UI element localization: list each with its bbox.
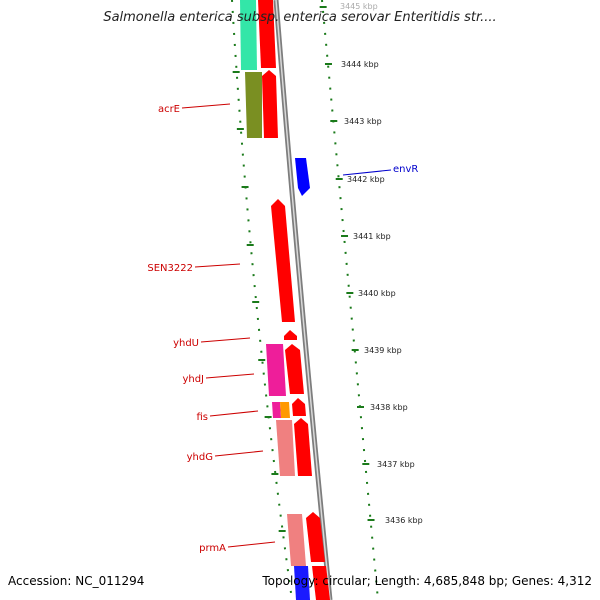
gene-labels: acrE envR SEN3222 yhdU yhdJ fis yhdG prm…: [147, 104, 418, 554]
label-prmA: prmA: [199, 543, 226, 554]
gene-arrow-yhdG: [294, 418, 312, 476]
feature-blue-bottom: [294, 566, 310, 600]
gene-arrow-yhdU: [284, 330, 297, 340]
feature-acrE-cog: [245, 72, 262, 138]
label-envR: envR: [393, 164, 418, 175]
gene-arrow-top: [258, 0, 276, 68]
reverse-features: [240, 0, 310, 600]
connector-yhdJ: [205, 373, 255, 379]
gene-arrow-fis: [292, 398, 306, 416]
connector-yhdU: [200, 337, 251, 343]
connector-prmA: [227, 541, 276, 548]
scale-label-3437: 3437 kbp: [377, 460, 415, 469]
label-yhdJ: yhdJ: [182, 374, 204, 385]
scale-label-3445: 3445 kbp: [340, 2, 378, 11]
scale-label-3442: 3442 kbp: [347, 175, 385, 184]
connector-fis: [209, 410, 259, 417]
label-yhdG: yhdG: [187, 452, 213, 463]
organism-title: Salmonella enterica subsp. enterica sero…: [103, 10, 497, 25]
label-fis: fis: [196, 412, 208, 423]
gene-arrow-acrE: [262, 70, 278, 138]
genome-summary: Topology: circular; Length: 4,685,848 bp…: [262, 574, 592, 588]
connector-SEN3222: [194, 263, 241, 268]
connector-acrE: [181, 103, 231, 109]
feature-fis-cog-1: [272, 402, 281, 418]
accession-text: Accession: NC_011294: [8, 574, 145, 588]
forward-features: [258, 0, 330, 600]
connector-yhdG: [214, 450, 264, 457]
label-connectors: [181, 103, 392, 548]
outer-tick-ring: [321, 0, 379, 600]
label-acrE: acrE: [158, 104, 180, 115]
scale-label-3440: 3440 kbp: [358, 289, 396, 298]
major-ticks: [232, 6, 375, 532]
backbone-highlight: [275, 0, 331, 600]
inner-tick-ring: [231, 0, 293, 600]
scale-label-3441: 3441 kbp: [353, 232, 391, 241]
gene-arrow-SEN3222: [271, 199, 295, 322]
scale-labels: 3445 kbp 3444 kbp 3443 kbp 3442 kbp 3441…: [340, 2, 423, 525]
gene-arrow-yhdJ: [285, 344, 304, 394]
scale-label-3439: 3439 kbp: [364, 346, 402, 355]
gene-arrow-bottom: [312, 566, 330, 600]
gene-arrow-envR: [295, 158, 310, 196]
feature-teal: [240, 0, 257, 70]
scale-label-3436: 3436 kbp: [385, 516, 423, 525]
connector-envR: [342, 169, 392, 176]
label-SEN3222: SEN3222: [147, 263, 193, 274]
label-yhdU: yhdU: [173, 338, 199, 349]
scale-label-3438: 3438 kbp: [370, 403, 408, 412]
feature-yhdG-cog: [276, 420, 295, 476]
scale-label-3443: 3443 kbp: [344, 117, 382, 126]
feature-prmA-cog: [287, 514, 306, 566]
gene-arrow-prmA: [306, 512, 325, 562]
feature-fis-cog-2: [280, 402, 290, 418]
feature-yhdU-cog: [266, 344, 286, 396]
scale-label-3444: 3444 kbp: [341, 60, 379, 69]
